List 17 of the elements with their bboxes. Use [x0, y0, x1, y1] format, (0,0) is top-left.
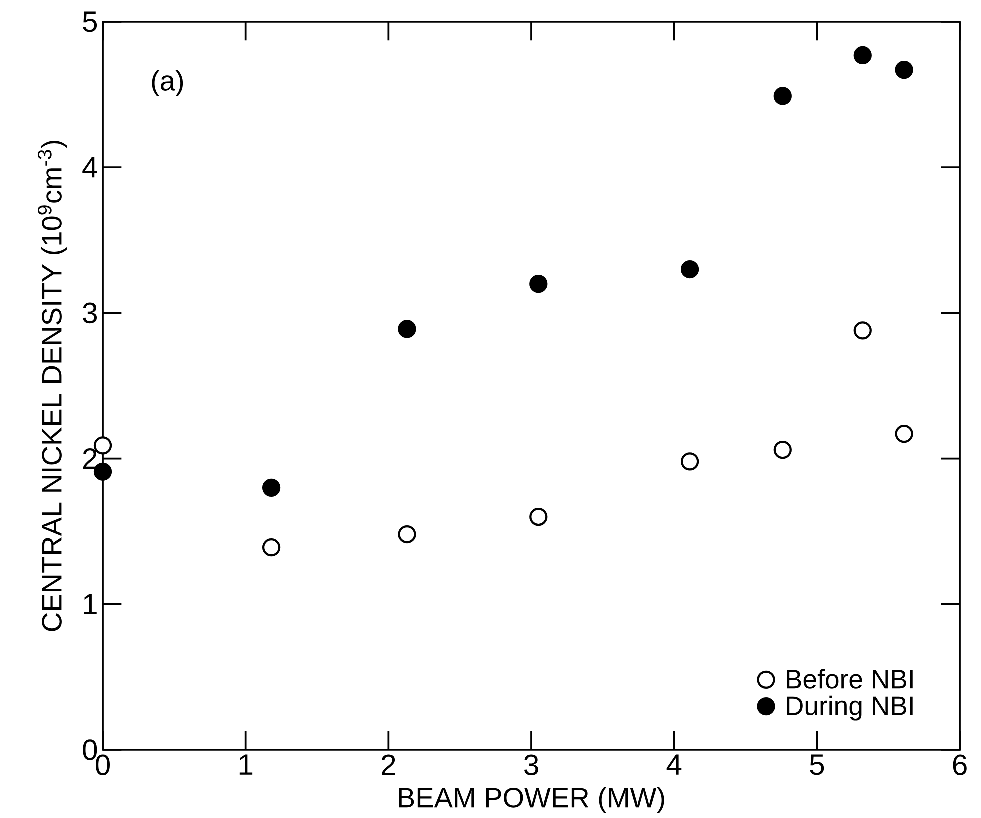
y-tick-label: 3 [83, 302, 98, 324]
x-tick-label: 1 [240, 754, 253, 775]
x-tick-label: 4 [666, 754, 682, 775]
y-axis-title: CENTRAL NICKEL DENSITY (10$^{9}$cm$^{-3}$) [38, 141, 68, 632]
legend-label: During NBI [787, 696, 913, 721]
annotation: (a) [152, 70, 184, 97]
y-tick-label: 4 [82, 158, 98, 178]
x-tick-label: 2 [382, 754, 396, 776]
y-tick-label: 1 [84, 594, 97, 615]
x-tick-label: 5 [810, 754, 824, 776]
x-tick-label: 3 [524, 754, 538, 776]
x-tick-label: 6 [953, 754, 967, 776]
y-tick-label: 5 [83, 12, 98, 32]
legend-label: Before NBI [787, 669, 913, 689]
x-axis-title: BEAM POWER (MW) [399, 787, 664, 814]
y-tick-label: 2 [83, 448, 97, 470]
y-tick-label: 0 [83, 740, 98, 760]
